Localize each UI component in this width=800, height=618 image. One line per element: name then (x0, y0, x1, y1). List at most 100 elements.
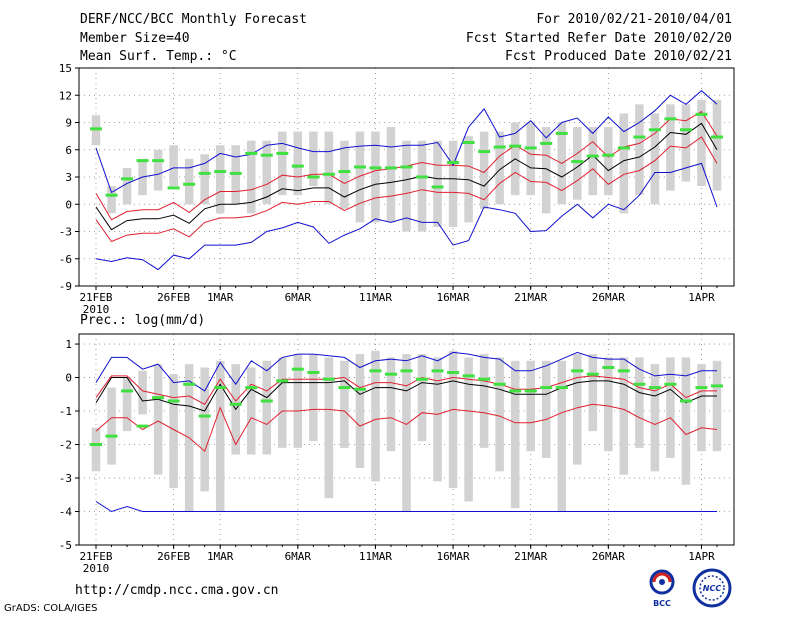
ensemble-box (215, 145, 225, 214)
observation-mark (711, 384, 723, 388)
ensemble-box (324, 131, 334, 205)
observation-mark (307, 175, 320, 179)
observation-mark (276, 379, 289, 383)
ensemble-box (355, 354, 365, 468)
observation-mark (555, 386, 568, 390)
ensemble-box (526, 122, 535, 196)
observation-mark (167, 186, 180, 190)
series-line-upper-outer (95, 351, 717, 392)
x-tick-label: 26MAR (592, 291, 625, 304)
x-tick-label: 6MAR (285, 550, 312, 563)
observation-mark (586, 154, 599, 158)
observation-mark (416, 175, 429, 179)
ensemble-box (573, 127, 582, 200)
observation-mark (695, 386, 708, 390)
observation-mark (353, 387, 366, 391)
ensemble-box (309, 354, 318, 442)
ensemble-box (278, 357, 287, 448)
y-tick-label: -3 (59, 226, 72, 239)
observation-mark (338, 170, 351, 174)
ensemble-box (448, 350, 458, 489)
ensemble-box (541, 360, 551, 458)
observation-mark (540, 386, 553, 390)
observation-mark (369, 166, 382, 170)
ensemble-box (433, 357, 442, 482)
ensemble-box (324, 357, 334, 499)
observation-mark (400, 165, 413, 169)
ensemble-box (681, 357, 691, 485)
observation-mark (183, 182, 196, 186)
ensemble-box (340, 140, 349, 209)
observation-mark (648, 386, 661, 390)
ensemble-box (371, 350, 380, 482)
ensemble-box (122, 167, 132, 205)
observation-mark (105, 434, 118, 438)
observation-mark (291, 164, 304, 168)
observation-mark (633, 135, 646, 139)
x-tick-label: 16MAR (437, 291, 470, 304)
y-tick-label: 0 (65, 198, 72, 211)
observation-mark (478, 377, 491, 381)
series-line-lower-outer (95, 501, 717, 513)
y-tick-label: 3 (65, 171, 72, 184)
grads-credit: GrADS: COLA/IGES (4, 603, 98, 614)
observation-mark (633, 382, 646, 386)
y-tick-label: 12 (59, 89, 72, 102)
forecast-produced-label: Fcst Produced Date 2010/02/21 (505, 49, 732, 64)
ensemble-box (697, 99, 706, 187)
ncc-logo-icon: NCC (692, 568, 732, 608)
bcc-logo-icon: BCC (649, 569, 675, 608)
observation-mark (462, 374, 475, 378)
ensemble-box (666, 104, 675, 191)
observation-mark (90, 443, 102, 447)
y-tick-label: 6 (65, 144, 72, 157)
observation-mark (571, 160, 584, 164)
observation-mark (322, 377, 335, 381)
ensemble-box (309, 131, 318, 187)
x-tick-label: 1MAR (207, 550, 234, 563)
ensemble-box (604, 357, 613, 452)
observation-mark (648, 128, 661, 132)
observation-mark (617, 146, 630, 150)
ensemble-box (588, 354, 598, 432)
observation-mark (291, 367, 304, 371)
observation-mark (679, 128, 692, 132)
observation-mark (136, 159, 149, 163)
ensemble-box (650, 364, 660, 472)
observation-mark (338, 386, 351, 390)
ensemble-box (200, 154, 209, 205)
observation-mark (214, 386, 227, 390)
observation-mark (183, 382, 196, 386)
observation-mark (90, 127, 102, 131)
ensemble-box (417, 354, 427, 442)
observation-mark (260, 399, 273, 403)
ensemble-box (573, 354, 582, 465)
y-tick-label: 1 (65, 338, 72, 351)
source-url[interactable]: http://cmdp.ncc.cma.gov.cn (75, 583, 279, 598)
observation-mark (447, 160, 460, 164)
ensemble-box (107, 387, 116, 465)
forecast-start-label: Fcst Started Refer Date 2010/02/20 (465, 31, 732, 46)
observation-mark (602, 365, 615, 369)
ensemble-box (619, 113, 629, 214)
x-tick-year-label: 2010 (83, 303, 110, 316)
ensemble-box (464, 357, 473, 502)
x-tick-label: 21FEB (79, 550, 112, 563)
ensemble-box (169, 145, 178, 187)
ensemble-box (510, 360, 520, 509)
x-tick-label: 21MAR (514, 291, 547, 304)
ensemble-box (697, 364, 706, 452)
ensemble-box (293, 354, 303, 448)
series-line-mean (95, 377, 717, 412)
observation-mark (540, 141, 553, 145)
observation-mark (353, 165, 366, 169)
precip-subtitle: Prec.: log(mm/d) (80, 313, 205, 328)
observation-mark (493, 382, 506, 386)
x-tick-label: 11MAR (359, 550, 392, 563)
ensemble-box (262, 140, 272, 205)
y-tick-label: 9 (65, 117, 72, 130)
y-tick-label: -1 (59, 405, 72, 418)
forecast-period-label: For 2010/02/21-2010/04/01 (536, 12, 732, 27)
